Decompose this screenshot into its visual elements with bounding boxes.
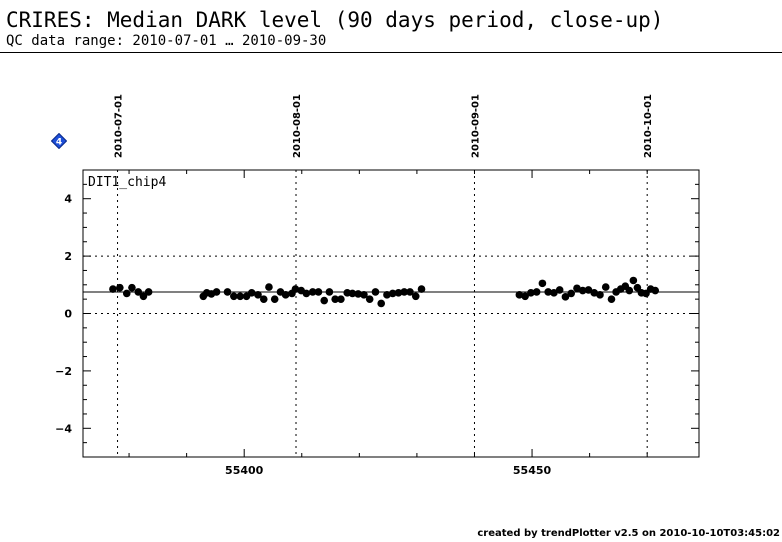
data-point (331, 295, 339, 303)
data-point (601, 283, 610, 291)
data-point (291, 285, 300, 293)
data-point (555, 286, 564, 294)
chart-subtitle: QC data range: 2010-07-01 … 2010-09-30 (6, 33, 327, 49)
data-points (109, 276, 660, 308)
x-tick-label: 55450 (513, 464, 552, 477)
data-point (314, 288, 323, 296)
data-point (325, 288, 334, 296)
axis-labels: 2010-07-01 2010-08-01 2010-09-01 2010-10-01… (55, 94, 654, 477)
y-tick-label: −4 (55, 422, 72, 435)
data-point (116, 283, 124, 292)
data-point (633, 283, 642, 292)
data-point (109, 285, 117, 293)
date-marker-label: 2010-10-01 (643, 94, 654, 158)
data-point (360, 291, 368, 299)
data-point (212, 288, 221, 296)
y-tick-label: −2 (55, 365, 72, 378)
data-point (348, 289, 357, 298)
y-tick-label: 2 (64, 250, 72, 263)
data-point (371, 288, 380, 296)
data-point (281, 291, 290, 299)
chart-title: CRIRES: Median DARK level (90 days perio… (6, 8, 664, 32)
data-point (259, 295, 268, 303)
data-point (254, 291, 262, 299)
data-point (270, 295, 279, 303)
data-point (308, 288, 317, 296)
data-point (354, 290, 362, 298)
data-point (584, 286, 593, 294)
data-point (377, 299, 386, 308)
diamond-marker-icon: 4 (51, 133, 67, 149)
data-point (134, 288, 143, 296)
data-point (527, 289, 535, 297)
data-point (550, 289, 558, 297)
data-point (544, 288, 552, 296)
data-point (578, 286, 587, 295)
diamond-shape (51, 133, 67, 149)
date-marker-label: 2010-09-01 (470, 94, 481, 158)
data-point (411, 292, 420, 301)
date-marker-label: 2010-07-01 (114, 94, 125, 158)
data-point (128, 283, 136, 292)
data-point (515, 291, 524, 299)
data-point (265, 283, 273, 291)
data-point (223, 288, 232, 296)
axis-ticks (83, 169, 699, 458)
data-point (365, 295, 374, 303)
data-point (532, 288, 541, 296)
data-point (651, 286, 660, 295)
data-point (383, 291, 391, 299)
data-point (538, 279, 547, 288)
data-point (144, 288, 153, 296)
data-point (561, 293, 570, 301)
data-point (139, 292, 148, 301)
data-point (230, 292, 238, 301)
data-point (629, 276, 638, 285)
data-point (625, 286, 634, 295)
data-point (573, 284, 581, 293)
data-point (337, 295, 345, 303)
x-tick-label: 55400 (225, 464, 264, 477)
data-point (320, 296, 329, 305)
data-point (388, 289, 397, 298)
footer-credit: created by trendPlotter v2.5 on 2010-10-… (477, 528, 780, 539)
data-point (521, 292, 529, 301)
data-point (247, 289, 256, 297)
y-tick-label: 4 (64, 193, 72, 206)
data-point (567, 289, 575, 298)
diamond-marker-label: 4 (56, 138, 62, 148)
grid-layer (83, 170, 699, 457)
data-point (236, 292, 244, 301)
data-point (394, 289, 403, 297)
panel-label: DIT1_chip4 (88, 175, 166, 190)
date-marker-label: 2010-08-01 (292, 94, 303, 158)
data-point (607, 295, 616, 303)
data-point (122, 289, 131, 298)
data-point (596, 291, 604, 299)
data-point (302, 289, 311, 298)
data-point (590, 289, 599, 297)
y-tick-label: 0 (64, 308, 72, 321)
data-point (417, 285, 426, 293)
data-point (406, 288, 414, 296)
data-point (400, 288, 409, 296)
header-divider (0, 52, 782, 53)
